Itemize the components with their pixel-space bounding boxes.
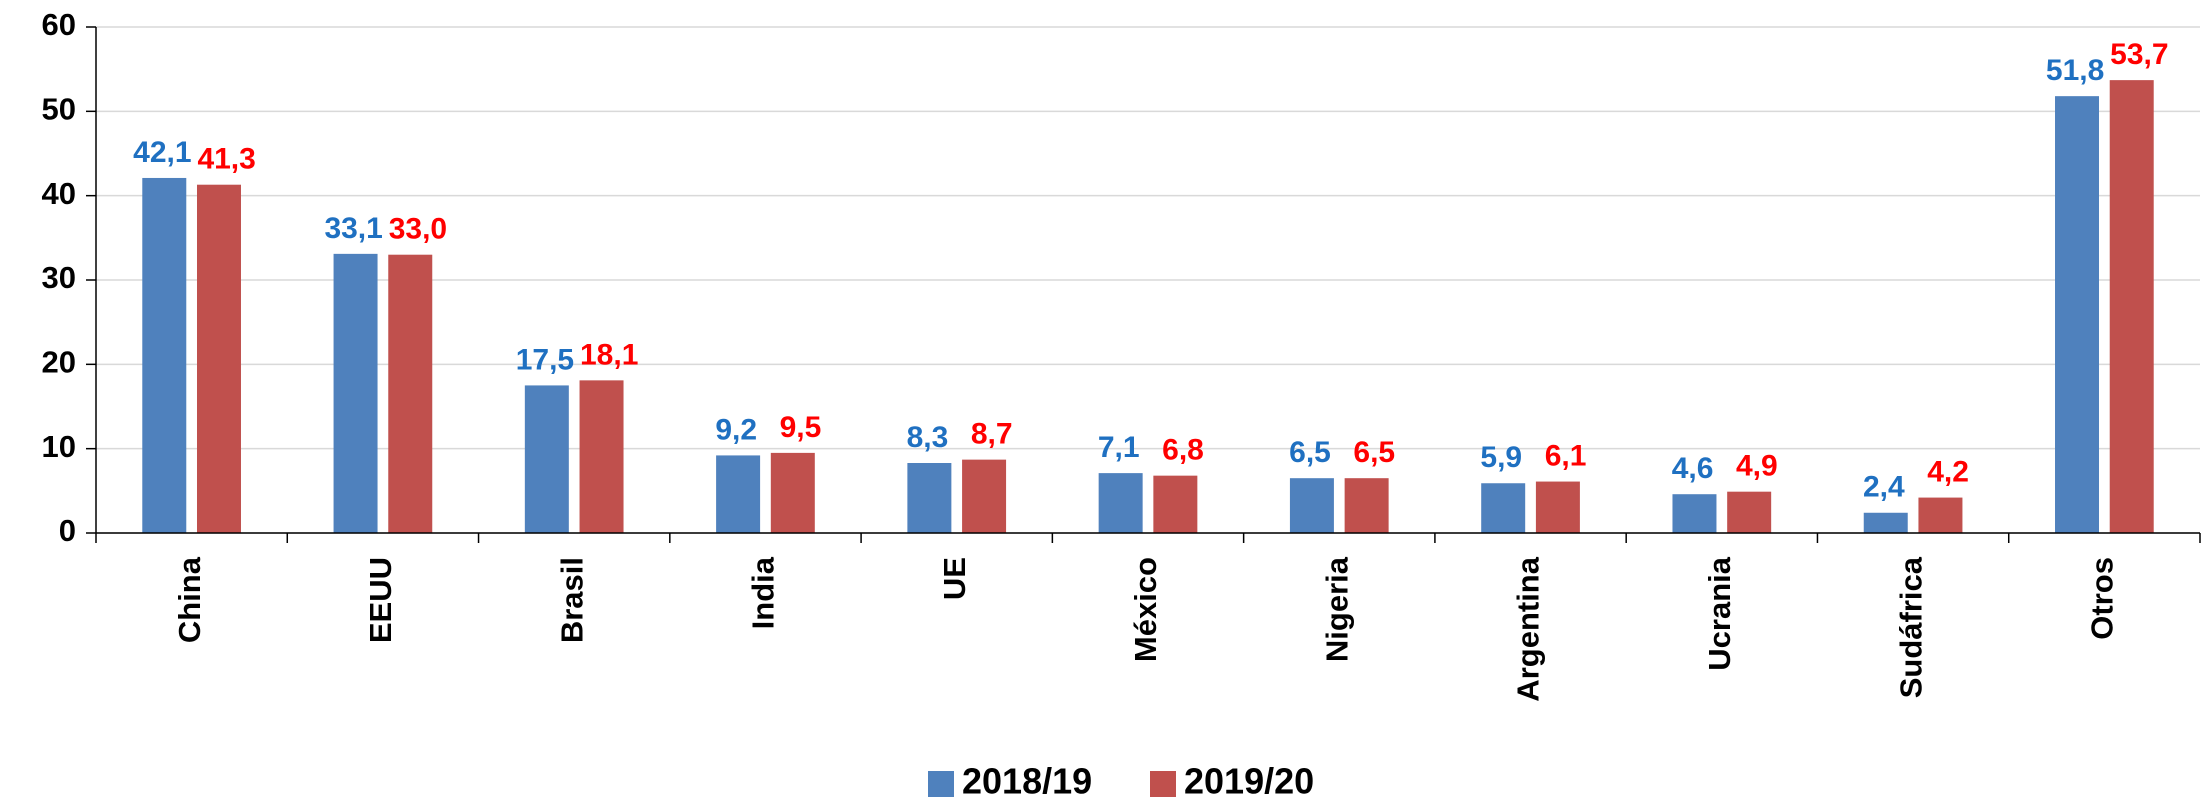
- y-tick-label: 0: [59, 513, 76, 548]
- bar: [1098, 473, 1143, 533]
- legend-swatch: [928, 771, 954, 797]
- bar: [770, 452, 815, 533]
- bar: [2109, 80, 2154, 533]
- bar: [716, 455, 761, 533]
- y-tick-label: 60: [42, 7, 76, 42]
- legend-label: 2018/19: [962, 761, 1092, 802]
- x-tick-label: India: [746, 556, 781, 629]
- bar: [196, 184, 241, 533]
- bar: [1289, 478, 1334, 533]
- x-tick-label: EEUU: [363, 557, 398, 643]
- value-label: 42,1: [133, 136, 191, 169]
- bar: [1918, 497, 1963, 533]
- bar: [1863, 512, 1908, 533]
- x-tick-label: Brasil: [554, 557, 589, 643]
- x-tick-label: Sudáfrica: [1893, 556, 1928, 698]
- value-label: 9,2: [715, 413, 757, 446]
- value-label: 4,6: [1672, 452, 1714, 485]
- bar: [2055, 96, 2100, 534]
- value-label: 8,7: [971, 418, 1013, 451]
- value-label: 33,0: [389, 213, 447, 246]
- x-tick-label: Argentina: [1511, 556, 1546, 701]
- value-label: 8,3: [907, 421, 949, 454]
- y-tick-label: 40: [42, 176, 76, 211]
- legend-label: 2019/20: [1184, 761, 1314, 802]
- bar: [907, 463, 952, 533]
- value-label: 53,7: [2110, 38, 2168, 71]
- bar: [1672, 494, 1717, 533]
- bar: [142, 177, 187, 533]
- bar: [333, 253, 378, 533]
- legend-swatch: [1150, 771, 1176, 797]
- value-label: 4,9: [1736, 450, 1778, 483]
- value-label: 51,8: [2046, 54, 2104, 87]
- bar: [1153, 475, 1198, 533]
- value-label: 33,1: [324, 212, 382, 245]
- y-tick-label: 10: [42, 429, 76, 464]
- value-label: 6,5: [1353, 436, 1395, 469]
- value-label: 4,2: [1927, 456, 1969, 489]
- bar: [962, 459, 1007, 533]
- value-label: 41,3: [197, 143, 255, 176]
- value-label: 17,5: [516, 343, 574, 376]
- y-tick-label: 30: [42, 260, 76, 295]
- bar: [1727, 491, 1772, 533]
- y-tick-label: 20: [42, 345, 76, 380]
- y-tick-label: 50: [42, 92, 76, 127]
- bar: [388, 254, 433, 533]
- value-label: 6,8: [1162, 434, 1204, 467]
- bar: [579, 380, 624, 533]
- value-label: 5,9: [1480, 441, 1522, 474]
- x-tick-label: México: [1128, 557, 1163, 662]
- x-tick-label: Ucrania: [1702, 556, 1737, 670]
- value-label: 2,4: [1863, 471, 1905, 504]
- x-tick-label: Otros: [2085, 557, 2120, 640]
- x-tick-label: China: [172, 556, 207, 643]
- bar: [1344, 478, 1389, 533]
- value-label: 7,1: [1098, 431, 1140, 464]
- value-label: 6,1: [1545, 439, 1587, 472]
- bar: [1535, 481, 1580, 533]
- value-label: 18,1: [580, 338, 638, 371]
- value-label: 6,5: [1289, 436, 1331, 469]
- bar: [1481, 483, 1526, 533]
- bar: [524, 385, 569, 533]
- value-label: 9,5: [780, 411, 822, 444]
- x-tick-label: UE: [937, 557, 972, 600]
- x-tick-label: Nigeria: [1319, 556, 1354, 662]
